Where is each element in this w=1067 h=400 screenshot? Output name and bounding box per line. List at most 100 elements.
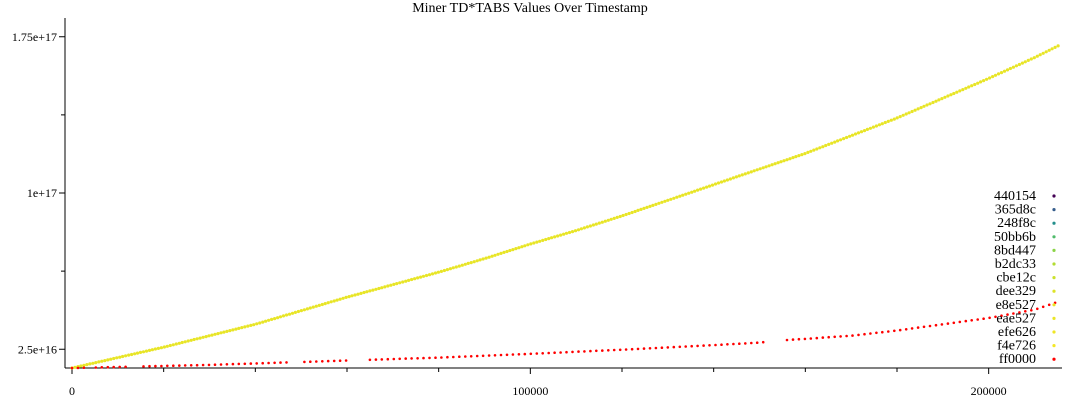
data-point bbox=[413, 277, 417, 281]
data-point bbox=[484, 256, 488, 260]
data-point bbox=[803, 337, 807, 341]
data-point bbox=[889, 118, 893, 122]
data-point bbox=[708, 344, 711, 347]
data-point bbox=[770, 163, 774, 167]
data-point bbox=[445, 268, 449, 272]
data-point bbox=[898, 115, 902, 119]
data-point bbox=[970, 84, 974, 88]
data-point bbox=[675, 195, 679, 199]
data-point bbox=[666, 346, 670, 349]
legend-marker bbox=[1052, 221, 1056, 225]
data-point bbox=[550, 236, 554, 240]
data-point bbox=[427, 273, 432, 277]
data-point bbox=[999, 71, 1004, 75]
data-point bbox=[523, 352, 527, 356]
data-point bbox=[172, 364, 175, 368]
data-point bbox=[359, 291, 363, 295]
data-point bbox=[1017, 62, 1022, 67]
data-point bbox=[192, 337, 196, 342]
data-point bbox=[588, 224, 593, 228]
data-point bbox=[738, 342, 741, 346]
data-point bbox=[755, 341, 759, 345]
data-point bbox=[174, 342, 178, 346]
data-point bbox=[797, 154, 801, 158]
data-point bbox=[788, 157, 792, 161]
data-point bbox=[589, 349, 592, 353]
data-point bbox=[904, 112, 908, 116]
data-point bbox=[869, 332, 872, 335]
data-point bbox=[833, 335, 836, 339]
data-point bbox=[493, 253, 497, 257]
data-point bbox=[737, 174, 741, 178]
legend-marker bbox=[1052, 248, 1056, 252]
data-point bbox=[815, 336, 819, 340]
data-point bbox=[526, 243, 530, 247]
data-point bbox=[442, 268, 446, 273]
data-point bbox=[499, 353, 503, 357]
data-point bbox=[690, 190, 694, 194]
data-point bbox=[389, 283, 393, 287]
data-point bbox=[487, 354, 491, 357]
data-point bbox=[845, 334, 848, 338]
data-point bbox=[252, 323, 256, 327]
data-point bbox=[520, 245, 524, 249]
data-point bbox=[237, 362, 241, 366]
legend-marker bbox=[1052, 208, 1056, 212]
data-point bbox=[377, 286, 381, 291]
data-point bbox=[791, 338, 795, 341]
data-point bbox=[452, 355, 455, 359]
data-point bbox=[177, 341, 181, 345]
data-point bbox=[571, 350, 574, 354]
data-point bbox=[970, 319, 973, 322]
legend-marker bbox=[1052, 235, 1056, 239]
legend-label: b2dc33 bbox=[995, 257, 1036, 272]
data-point bbox=[803, 152, 807, 156]
data-point bbox=[499, 251, 503, 255]
data-point bbox=[839, 335, 842, 338]
legend: 440154365d8c248f8c50bb6b8bd447b2dc33cbe1… bbox=[994, 189, 1056, 367]
data-point bbox=[311, 305, 315, 309]
data-point bbox=[225, 329, 229, 333]
data-point bbox=[303, 360, 306, 364]
data-point bbox=[731, 176, 736, 180]
data-point bbox=[299, 309, 303, 313]
data-point bbox=[249, 362, 253, 365]
data-point bbox=[591, 223, 596, 227]
data-point bbox=[907, 111, 911, 115]
data-point bbox=[993, 73, 998, 77]
data-point bbox=[1050, 47, 1054, 51]
data-point bbox=[127, 353, 131, 357]
data-point bbox=[517, 246, 521, 250]
data-point bbox=[213, 363, 217, 367]
data-point bbox=[633, 209, 637, 214]
data-point bbox=[1035, 54, 1039, 58]
data-point bbox=[433, 271, 438, 275]
data-point bbox=[750, 341, 753, 345]
data-point bbox=[416, 357, 419, 360]
data-point bbox=[943, 95, 947, 99]
data-point bbox=[416, 276, 420, 280]
data-point bbox=[678, 345, 682, 349]
data-point bbox=[827, 142, 831, 146]
data-point bbox=[853, 132, 858, 136]
data-point bbox=[183, 364, 187, 367]
data-point bbox=[663, 199, 667, 203]
data-point bbox=[857, 333, 860, 337]
data-point bbox=[475, 354, 479, 358]
data-point bbox=[398, 281, 402, 285]
data-point bbox=[946, 94, 950, 98]
data-point bbox=[654, 202, 658, 206]
data-point bbox=[1020, 61, 1024, 65]
data-point bbox=[115, 356, 119, 360]
data-point bbox=[636, 208, 640, 212]
data-point bbox=[1024, 310, 1027, 313]
data-point bbox=[79, 364, 83, 368]
data-point bbox=[508, 248, 512, 253]
data-point bbox=[76, 366, 80, 370]
data-point bbox=[871, 125, 876, 129]
data-point bbox=[883, 120, 887, 125]
y-tick-label: 1.75e+17 bbox=[12, 30, 57, 44]
data-point bbox=[261, 361, 265, 365]
data-point bbox=[910, 327, 914, 330]
data-point bbox=[496, 252, 500, 256]
